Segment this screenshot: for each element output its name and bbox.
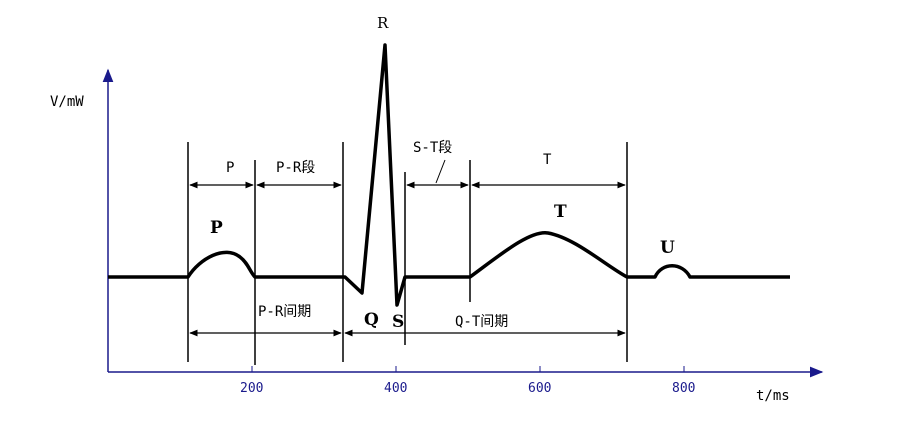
segment-label: S-T段 <box>413 140 452 156</box>
wave-label: Q <box>364 310 379 330</box>
interval-arrows <box>189 159 626 337</box>
segment-label: Q-T间期 <box>455 314 508 330</box>
segment-label: P-R段 <box>276 160 315 176</box>
ecg-trace <box>108 43 790 307</box>
wave-label: T <box>554 202 567 222</box>
x-axis-label: t/ms <box>756 388 790 404</box>
y-axis-label: V/mW <box>50 94 84 110</box>
x-tick-label: 600 <box>528 381 551 396</box>
segment-label: P <box>226 160 234 176</box>
interval-markers <box>187 142 628 365</box>
x-tick-label: 200 <box>240 381 263 396</box>
wave-label: U <box>660 238 675 258</box>
segment-label: T <box>543 152 552 168</box>
x-tick-label: 800 <box>672 381 695 396</box>
segment-label: P-R间期 <box>258 304 311 320</box>
wave-label: P <box>210 218 223 238</box>
x-tick-marks <box>251 366 685 372</box>
wave-label: S <box>392 312 404 332</box>
wave-label: R <box>377 14 389 32</box>
x-tick-label: 400 <box>384 381 407 396</box>
